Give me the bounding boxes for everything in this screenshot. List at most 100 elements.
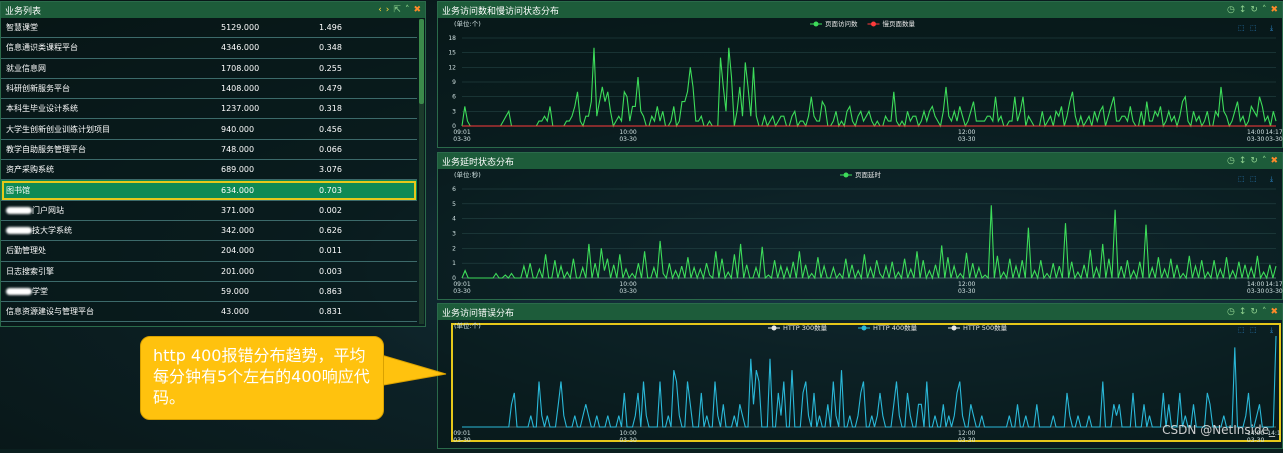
- latency-value: 0.348: [319, 43, 342, 53]
- table-row[interactable]: 本科生毕业设计系统 1237.000 0.318: [1, 99, 417, 120]
- list-scrollbar[interactable]: [419, 19, 424, 324]
- clock-icon[interactable]: ◷: [1227, 155, 1235, 166]
- visit-count: 634.000: [221, 185, 255, 195]
- collapse-icon[interactable]: ˄: [404, 4, 410, 15]
- latency-value: 0.831: [319, 307, 342, 317]
- visit-count: 4346.000: [221, 43, 260, 53]
- table-row[interactable]: 学堂 59.000 0.863: [1, 282, 417, 303]
- series-line: [461, 47, 1277, 129]
- business-name: 资产采购系统: [1, 164, 221, 175]
- visit-count: 940.000: [221, 124, 255, 134]
- visit-count: 59.000: [221, 287, 249, 296]
- x-tick-label: 14:00: [1247, 430, 1264, 437]
- redaction-mark: [6, 227, 32, 235]
- visit-count: 43.000: [221, 307, 249, 317]
- table-row[interactable]: 就业信息网 1708.000 0.255: [1, 59, 417, 79]
- table-row[interactable]: 大学生创新创业训练计划项目 940.000 0.456: [1, 119, 417, 140]
- x-tick-label: 03-30: [958, 437, 976, 444]
- close-icon[interactable]: ✖: [1270, 4, 1278, 15]
- visit-count: 1408.000: [221, 84, 260, 94]
- error-chart-header: 业务访问错误分布 ◷ ↕ ↻ ˄ ✖: [438, 304, 1282, 320]
- collapse-icon[interactable]: ˄: [1261, 306, 1267, 317]
- table-row[interactable]: 图书馆 634.000 0.703: [1, 180, 417, 201]
- x-tick-label: 03-30: [619, 136, 637, 143]
- table-row[interactable]: 智慧课堂 5129.000 1.496: [1, 18, 417, 39]
- legend-marker: [843, 172, 849, 178]
- latency-value: 0.456: [319, 124, 342, 134]
- download-icon: ⤓: [1270, 326, 1273, 334]
- table-row[interactable]: 信息通识类课程平台 4346.000 0.348: [1, 38, 417, 59]
- x-tick-label: 09:01: [453, 129, 470, 136]
- y-tick-label: 18: [448, 35, 456, 42]
- x-tick-label: 03-30: [1247, 288, 1265, 295]
- x-tick-label: 03-30: [1247, 136, 1265, 143]
- table-row[interactable]: 后勤管理处 204.000 0.011: [1, 241, 417, 262]
- series-line: [462, 335, 1277, 428]
- x-tick-label: 03-30: [958, 288, 976, 295]
- expand-icon[interactable]: ⇱: [393, 4, 401, 15]
- chevron-left-icon[interactable]: ‹: [378, 4, 382, 15]
- business-name: 门户网站: [1, 205, 221, 216]
- business-name: 技大学系统: [1, 225, 221, 236]
- business-name-text: 学堂: [32, 287, 48, 296]
- latency-value: 0.703: [319, 185, 342, 195]
- table-row[interactable]: 资产采购系统 689.000 3.076: [1, 160, 417, 181]
- chevron-right-icon[interactable]: ›: [385, 4, 390, 15]
- business-list-panel: 业务列表 ‹ › ⇱ ˄ ✖ 智慧课堂 5129.000 1.496 信息通识类课程平…: [0, 1, 426, 327]
- collapse-icon[interactable]: ˄: [1261, 155, 1267, 166]
- business-name: 信息资源建设与管理平台: [1, 306, 221, 317]
- zoom-icon: ⬚: [1238, 24, 1245, 32]
- table-row[interactable]: 科研创新服务平台 1408.000 0.479: [1, 79, 417, 100]
- reset-zoom-icon: ⬚: [1250, 175, 1257, 183]
- y-tick-label: 12: [448, 64, 456, 71]
- x-tick-label: 10:00: [619, 430, 636, 437]
- table-row[interactable]: 教学自助服务管理平台 748.000 0.066: [1, 140, 417, 161]
- panel-title: 业务延时状态分布: [442, 157, 515, 168]
- latency-value: 0.626: [319, 226, 342, 236]
- error-chart-svg: (单位:个)09:0103-3010:0003-3012:0003-3014:0…: [451, 321, 1281, 444]
- x-tick-label: 09:01: [453, 281, 470, 288]
- download-icon: ⤓: [1270, 175, 1273, 183]
- sort-icon[interactable]: ↕: [1238, 155, 1247, 166]
- legend-marker: [771, 325, 777, 331]
- table-row[interactable]: 技大学系统 342.000 0.626: [1, 221, 417, 242]
- business-name: 教学自助服务管理平台: [1, 144, 221, 155]
- series-line: [461, 205, 1277, 281]
- latency-value: 0.318: [319, 104, 342, 114]
- business-name: 就业信息网: [1, 63, 221, 74]
- legend-marker: [951, 325, 957, 331]
- table-row[interactable]: 日志搜索引擎 201.000 0.003: [1, 262, 417, 282]
- visit-count: 201.000: [221, 266, 255, 276]
- legend-marker: [861, 325, 867, 331]
- panel-title: 业务访问数和慢访问状态分布: [442, 6, 560, 17]
- scrollbar-thumb[interactable]: [419, 19, 424, 104]
- clock-icon[interactable]: ◷: [1227, 306, 1235, 317]
- business-name: 大学生创新创业训练计划项目: [1, 124, 221, 135]
- clock-icon[interactable]: ◷: [1227, 4, 1235, 15]
- sort-icon[interactable]: ↕: [1238, 306, 1247, 317]
- close-icon[interactable]: ✖: [1270, 155, 1278, 166]
- refresh-icon[interactable]: ↻: [1250, 155, 1258, 166]
- close-icon[interactable]: ✖: [413, 4, 421, 15]
- sort-icon[interactable]: ↕: [1238, 4, 1247, 15]
- business-name-text: 大学生创新创业训练计划项目: [6, 124, 110, 134]
- business-name: 信息通识类课程平台: [1, 42, 221, 53]
- business-name: 后勤管理处: [1, 245, 221, 256]
- business-name: 学堂: [1, 286, 221, 297]
- collapse-icon[interactable]: ˄: [1261, 4, 1267, 15]
- business-name-text: 图书馆: [6, 185, 30, 195]
- business-name-text: 信息通识类课程平台: [6, 43, 78, 53]
- close-icon[interactable]: ✖: [1270, 306, 1278, 317]
- latency-value: 0.479: [319, 84, 342, 94]
- reset-zoom-icon: ⬚: [1250, 24, 1257, 32]
- latency-chart-svg: (单位:秒)012345609:0103-3010:0003-3012:0003…: [452, 170, 1283, 295]
- legend-label: HTTP 400数量: [873, 323, 918, 332]
- refresh-icon[interactable]: ↻: [1250, 306, 1258, 317]
- legend-label: HTTP 300数量: [783, 323, 828, 332]
- visit-count: 371.000: [221, 205, 255, 215]
- x-tick-label: 03-30: [619, 288, 637, 295]
- refresh-icon[interactable]: ↻: [1250, 4, 1258, 15]
- table-row[interactable]: 信息资源建设与管理平台 43.000 0.831: [1, 302, 417, 323]
- x-tick-label: 03-30: [1247, 437, 1265, 444]
- table-row[interactable]: 门户网站 371.000 0.002: [1, 201, 417, 221]
